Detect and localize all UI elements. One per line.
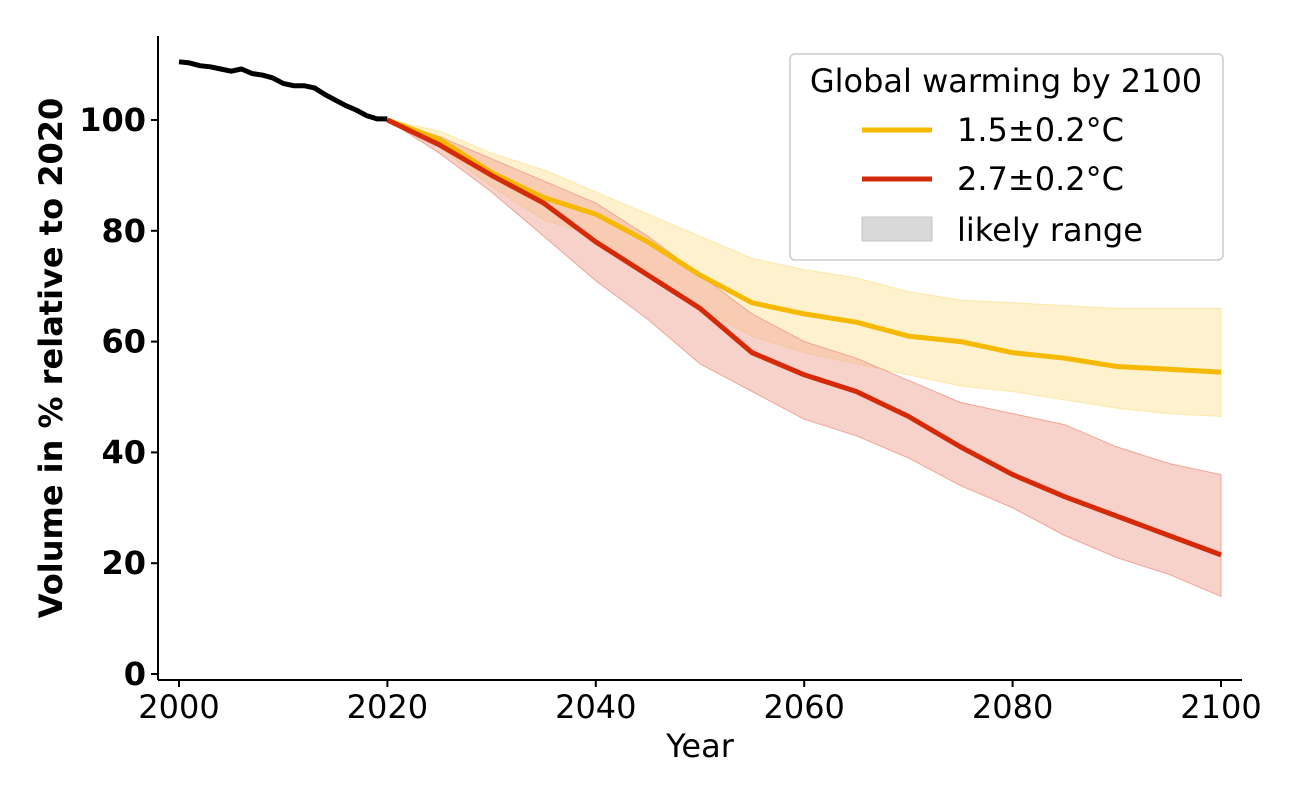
x-tick-label: 2080 — [972, 688, 1053, 726]
x-axis-label: Year — [665, 727, 735, 765]
y-tick-label: 20 — [101, 544, 146, 582]
series-line-1-5c — [386, 117, 1222, 375]
y-tick-label: 80 — [101, 212, 146, 250]
x-tick-label: 2020 — [347, 688, 428, 726]
legend-entry-1-5c: 1.5±0.2°C — [957, 111, 1124, 149]
series-line-2-7c — [386, 117, 1222, 558]
y-tick-label: 60 — [101, 323, 146, 361]
x-tick-label: 2060 — [763, 688, 844, 726]
legend-swatch-likely-range — [861, 216, 933, 242]
y-tick-label: 40 — [101, 433, 146, 471]
x-ticks: 2000 2020 2040 2060 2080 2100 — [138, 680, 1262, 726]
y-ticks: 0 20 40 60 80 100 — [79, 101, 158, 693]
series-lines — [178, 59, 1222, 558]
legend: Global warming by 2100 1.5±0.2°C 2.7±0.2… — [789, 53, 1224, 261]
x-tick-label: 2040 — [555, 688, 636, 726]
legend-entry-2-7c: 2.7±0.2°C — [957, 160, 1124, 198]
historical-line — [178, 59, 388, 122]
x-tick-label: 2000 — [138, 688, 219, 726]
legend-entry-likely-range: likely range — [957, 211, 1143, 249]
y-tick-label: 100 — [79, 101, 146, 139]
x-tick-label: 2100 — [1180, 688, 1261, 726]
legend-title: Global warming by 2100 — [810, 62, 1202, 100]
y-axis-label: Volume in % relative to 2020 — [32, 98, 70, 619]
legend-frame — [789, 53, 1224, 261]
y-tick-label: 0 — [124, 655, 146, 693]
